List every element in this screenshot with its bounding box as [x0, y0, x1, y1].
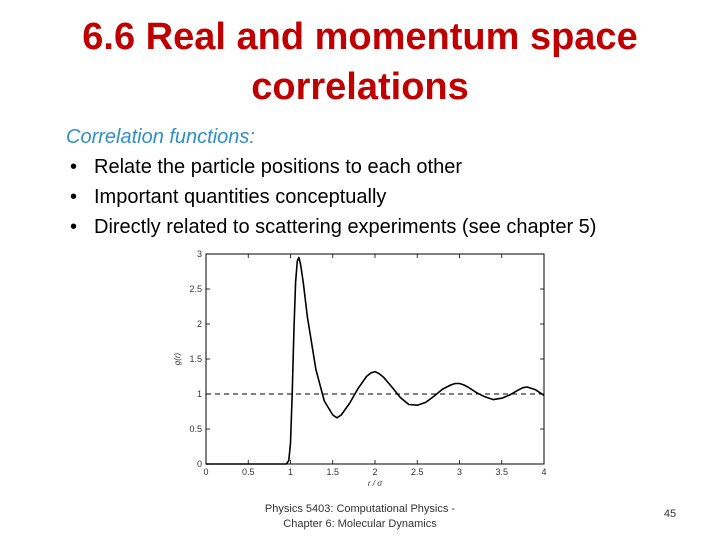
bullet-item: Directly related to scattering experimen…	[66, 212, 686, 242]
x-tick-label: 2	[372, 467, 377, 477]
footer-line2: Chapter 6: Molecular Dynamics	[283, 518, 437, 530]
y-tick-label: 0.5	[189, 424, 202, 434]
y-tick-label: 1	[197, 389, 202, 399]
x-tick-label: 1.5	[326, 467, 339, 477]
slide-title-line1: 6.6 Real and momentum space	[82, 16, 638, 58]
gr-curve	[206, 256, 545, 465]
x-axis-label: r / σ	[368, 479, 383, 488]
x-tick-label: 2.5	[411, 467, 424, 477]
slide-title: 6.6 Real and momentum space correlations	[40, 12, 680, 112]
x-tick-label: 3.5	[495, 467, 508, 477]
y-tick-label: 2	[197, 319, 202, 329]
y-tick-label: 3	[197, 249, 202, 259]
bullet-item: Relate the particle positions to each ot…	[66, 152, 686, 182]
x-tick-label: 1	[288, 467, 293, 477]
x-tick-label: 3	[457, 467, 462, 477]
subheading: Correlation functions:	[66, 126, 255, 148]
slide-body: Correlation functions: Relate the partic…	[66, 122, 686, 242]
x-tick-label: 0.5	[242, 467, 255, 477]
footer: Physics 5403: Computational Physics - Ch…	[250, 502, 470, 532]
correlation-function-chart: 0 0.5 1 1.5 2 2.5 3 3.5 4 0 0.5 1 1.5 2 2.5 3 r / σ g(r)	[173, 249, 547, 488]
y-tick-label: 2.5	[189, 284, 202, 294]
x-tick-label: 4	[541, 467, 546, 477]
page-number: 45	[663, 508, 677, 520]
x-tick-label: 0	[203, 467, 208, 477]
y-tick-label: 0	[197, 459, 202, 469]
plot-frame	[205, 253, 545, 465]
y-axis-label: g(r)	[173, 352, 182, 365]
bullet-item: Important quantities conceptually	[66, 182, 686, 212]
slide-title-line2: correlations	[251, 66, 469, 108]
bullet-list: Relate the particle positions to each ot…	[66, 152, 686, 242]
footer-line1: Physics 5403: Computational Physics -	[264, 503, 456, 515]
y-tick-label: 1.5	[189, 354, 202, 364]
